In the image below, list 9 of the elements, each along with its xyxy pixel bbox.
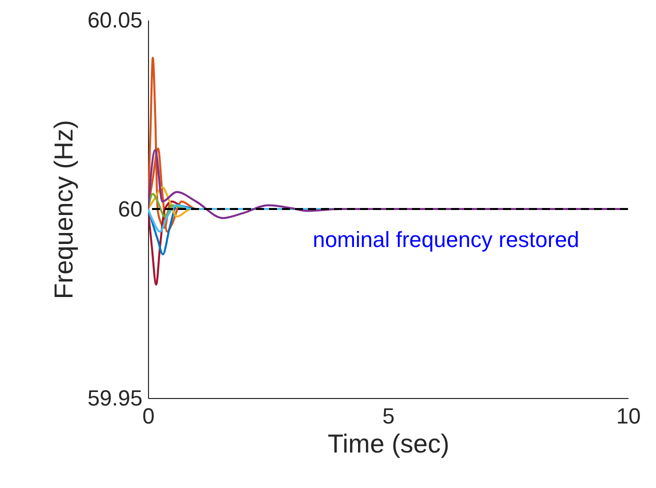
y-axis-title: Frequency (Hz) <box>48 120 78 300</box>
y-tick-label: 60.05 <box>87 8 142 32</box>
y-tick-label: 60 <box>118 196 142 222</box>
annotation: nominal frequency restored <box>312 227 580 252</box>
x-tick-label: 0 <box>142 404 155 428</box>
x-axis-title: Time (sec) <box>328 428 450 458</box>
x-tick-label: 5 <box>382 404 395 428</box>
x-tick-label: 10 <box>616 404 641 428</box>
y-tick-label: 59.95 <box>87 386 142 410</box>
